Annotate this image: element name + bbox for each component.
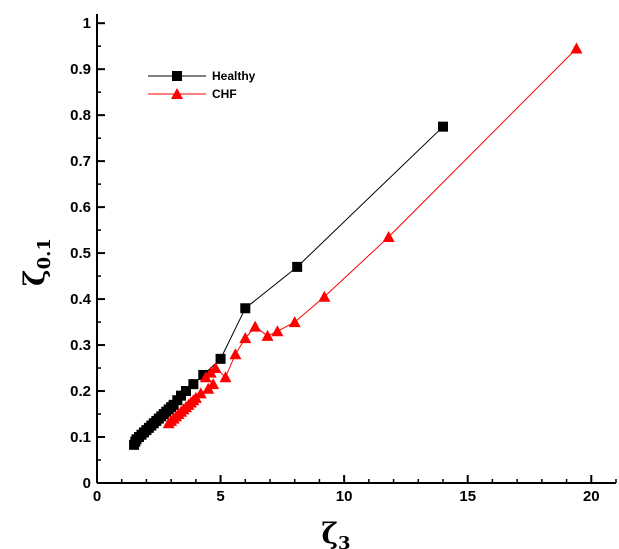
data-point-chf bbox=[288, 316, 301, 328]
data-point-chf bbox=[207, 378, 220, 390]
y-tick-label: 0.9 bbox=[70, 61, 91, 78]
x-axis-label: ζ3 bbox=[321, 517, 350, 549]
data-point-chf bbox=[271, 325, 284, 337]
series-layer bbox=[129, 42, 583, 450]
data-point-chf bbox=[194, 387, 207, 399]
series-healthy bbox=[129, 121, 448, 450]
y-tick-label: 0.8 bbox=[70, 107, 91, 124]
data-point-chf bbox=[261, 329, 274, 341]
y-tick-label: 0.7 bbox=[70, 153, 91, 170]
y-tick-label: 0.6 bbox=[70, 199, 91, 216]
legend-marker-healthy bbox=[172, 71, 182, 81]
data-point-chf bbox=[239, 332, 252, 344]
data-point-healthy bbox=[215, 353, 226, 364]
data-point-healthy bbox=[438, 121, 448, 132]
x-axis-label-symbol: ζ bbox=[321, 517, 338, 549]
y-tick-label: 0.2 bbox=[70, 383, 91, 400]
data-point-chf bbox=[382, 231, 395, 243]
y-axis-label-symbol: ζ bbox=[18, 269, 51, 286]
y-tick-label: 0.5 bbox=[70, 245, 91, 262]
y-tick-label: 0.1 bbox=[70, 429, 91, 446]
y-tick-label: 0.3 bbox=[70, 337, 91, 354]
data-point-chf bbox=[219, 371, 232, 383]
legend-label-healthy: Healthy bbox=[212, 69, 256, 83]
x-tick-label: 5 bbox=[216, 488, 224, 505]
y-axis-label: ζ0.1 bbox=[18, 238, 55, 286]
x-tick-label: 15 bbox=[459, 488, 476, 505]
x-tick-label: 0 bbox=[93, 488, 101, 505]
series-chf bbox=[162, 42, 583, 429]
y-axis-label-subscript: 0.1 bbox=[34, 238, 55, 269]
y-axis-ticks: 0 0.1 0.2 0.3 0.4 0.5 0.6 0.7 0.8 0.9 1 bbox=[70, 15, 105, 492]
data-point-healthy bbox=[240, 303, 251, 314]
legend-marker-chf bbox=[171, 88, 183, 99]
y-tick-label: 1 bbox=[83, 15, 91, 32]
data-point-chf bbox=[318, 290, 331, 302]
x-tick-label: 20 bbox=[583, 488, 600, 505]
legend-label-chf: CHF bbox=[212, 87, 237, 101]
data-point-healthy bbox=[292, 261, 303, 272]
y-tick-label: 0 bbox=[83, 475, 91, 492]
series-line-chf bbox=[168, 48, 577, 424]
x-tick-label: 10 bbox=[336, 488, 353, 505]
data-point-chf bbox=[570, 42, 583, 54]
data-point-healthy bbox=[198, 369, 209, 380]
data-point-healthy bbox=[188, 379, 199, 390]
x-axis-label-subscript: 3 bbox=[338, 533, 351, 549]
data-point-chf bbox=[209, 362, 222, 374]
data-point-chf bbox=[249, 320, 262, 332]
x-axis-ticks: 0 5 10 15 20 bbox=[93, 475, 617, 505]
data-point-chf bbox=[229, 348, 242, 360]
data-point-healthy bbox=[180, 386, 191, 397]
legend: Healthy CHF bbox=[148, 69, 256, 101]
y-tick-label: 0.4 bbox=[70, 291, 92, 308]
